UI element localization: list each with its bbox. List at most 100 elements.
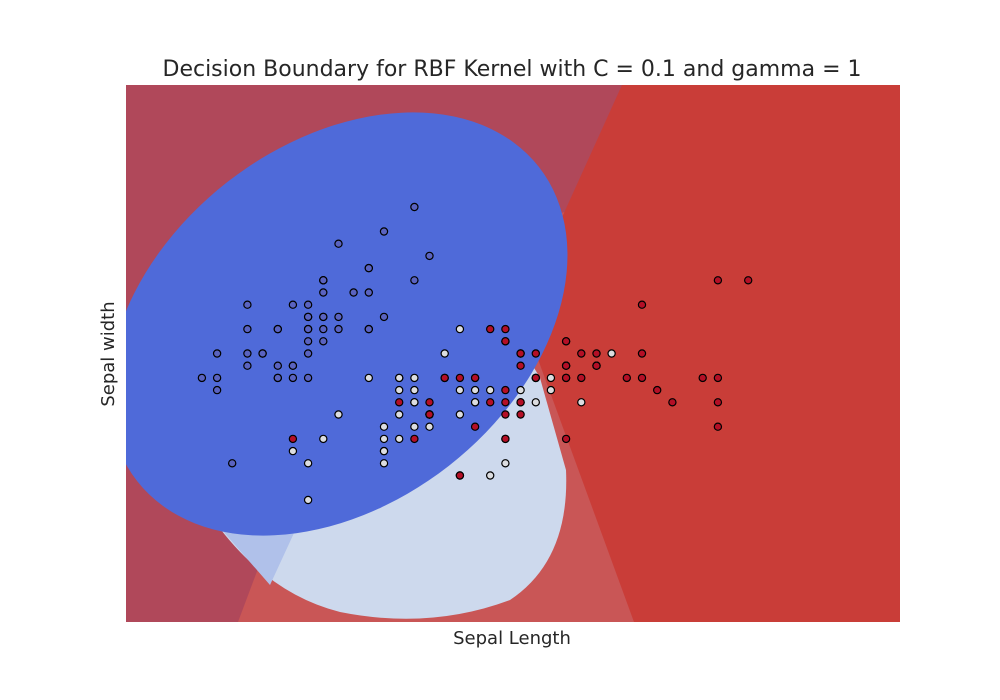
data-point-class-0 [303, 312, 313, 322]
data-point-class-1 [303, 459, 313, 468]
data-point-class-2 [561, 361, 571, 370]
data-point-class-0 [303, 324, 313, 334]
data-point-class-1 [379, 434, 389, 444]
data-point-class-2 [455, 471, 465, 480]
data-point-class-2 [561, 434, 571, 444]
data-point-class-0 [243, 349, 252, 358]
data-point-class-2 [744, 276, 753, 285]
data-point-class-0 [288, 373, 298, 383]
data-point-class-2 [395, 398, 404, 407]
data-point-class-0 [319, 276, 328, 285]
data-point-class-0 [364, 263, 373, 273]
data-point-class-1 [395, 385, 404, 395]
data-point-class-2 [425, 398, 434, 407]
data-point-class-1 [395, 434, 404, 444]
data-point-class-0 [410, 276, 419, 285]
x-axis-label: Sepal Length [453, 628, 571, 649]
data-point-class-2 [653, 385, 662, 395]
data-point-class-0 [425, 251, 434, 261]
data-point-class-0 [273, 373, 282, 383]
data-point-class-0 [334, 324, 343, 334]
data-point-class-1 [577, 398, 586, 407]
data-point-class-0 [212, 385, 222, 395]
data-point-class-0 [212, 349, 222, 358]
data-point-class-2 [288, 434, 298, 444]
data-point-class-0 [243, 324, 252, 334]
data-point-class-0 [243, 361, 252, 370]
data-point-class-1 [455, 385, 465, 395]
data-point-class-2 [501, 385, 510, 395]
data-point-class-1 [288, 446, 298, 456]
data-point-class-1 [319, 434, 328, 444]
data-point-class-2 [425, 410, 434, 419]
data-point-class-0 [319, 288, 328, 297]
data-point-class-2 [410, 434, 419, 444]
data-point-class-0 [319, 312, 328, 322]
data-point-class-0 [288, 300, 298, 309]
data-point-class-0 [303, 337, 313, 346]
data-point-class-1 [470, 385, 480, 395]
data-point-class-2 [637, 349, 647, 358]
data-point-class-1 [334, 410, 343, 419]
data-point-class-2 [470, 373, 480, 383]
data-point-class-2 [486, 398, 495, 407]
data-point-class-1 [440, 349, 449, 358]
data-point-class-0 [243, 300, 252, 309]
data-point-class-1 [410, 385, 419, 395]
data-point-class-1 [501, 459, 510, 468]
data-point-class-0 [288, 361, 298, 370]
data-point-class-0 [410, 202, 419, 212]
data-point-class-1 [379, 459, 389, 468]
data-point-class-0 [379, 312, 389, 322]
region-blue [126, 112, 568, 536]
plot-area [126, 85, 900, 622]
data-point-class-2 [455, 373, 465, 383]
data-point-class-0 [364, 324, 373, 334]
data-point-class-0 [364, 288, 373, 297]
data-point-class-1 [531, 398, 541, 407]
data-point-class-1 [410, 398, 419, 407]
data-point-class-1 [425, 422, 434, 431]
data-point-class-0 [349, 288, 358, 297]
data-point-class-1 [395, 410, 404, 419]
data-point-class-1 [379, 446, 389, 456]
data-point-class-1 [455, 324, 465, 334]
data-point-class-2 [561, 337, 571, 346]
data-point-class-1 [607, 349, 616, 358]
data-point-class-2 [713, 373, 723, 383]
data-point-class-1 [410, 422, 419, 431]
data-point-class-0 [319, 337, 328, 346]
data-point-class-2 [637, 300, 647, 309]
data-point-class-1 [395, 373, 404, 383]
data-point-class-2 [531, 349, 541, 358]
data-point-class-0 [303, 300, 313, 309]
chart-title: Decision Boundary for RBF Kernel with C … [163, 57, 862, 82]
data-point-class-1 [486, 385, 495, 395]
data-point-class-2 [592, 349, 601, 358]
data-point-class-2 [698, 373, 707, 383]
data-point-class-0 [273, 324, 282, 334]
points-layer [197, 202, 753, 505]
data-point-class-2 [440, 373, 449, 383]
data-point-class-2 [516, 410, 525, 419]
data-point-class-1 [379, 422, 389, 431]
data-point-class-1 [546, 385, 556, 395]
data-point-class-2 [577, 373, 586, 383]
data-point-class-2 [713, 398, 723, 407]
data-point-class-2 [561, 373, 571, 383]
data-point-class-0 [227, 459, 237, 468]
data-point-class-2 [501, 434, 510, 444]
data-point-class-0 [197, 373, 207, 383]
data-point-class-2 [501, 337, 510, 346]
data-point-class-1 [303, 495, 313, 505]
data-point-class-2 [486, 324, 495, 334]
data-point-class-1 [410, 373, 419, 383]
data-point-class-2 [516, 349, 525, 358]
data-point-class-2 [668, 398, 677, 407]
data-point-class-2 [501, 398, 510, 407]
data-point-class-0 [212, 373, 222, 383]
data-point-class-1 [486, 471, 495, 480]
data-point-class-2 [470, 422, 480, 431]
data-point-class-0 [303, 373, 313, 383]
